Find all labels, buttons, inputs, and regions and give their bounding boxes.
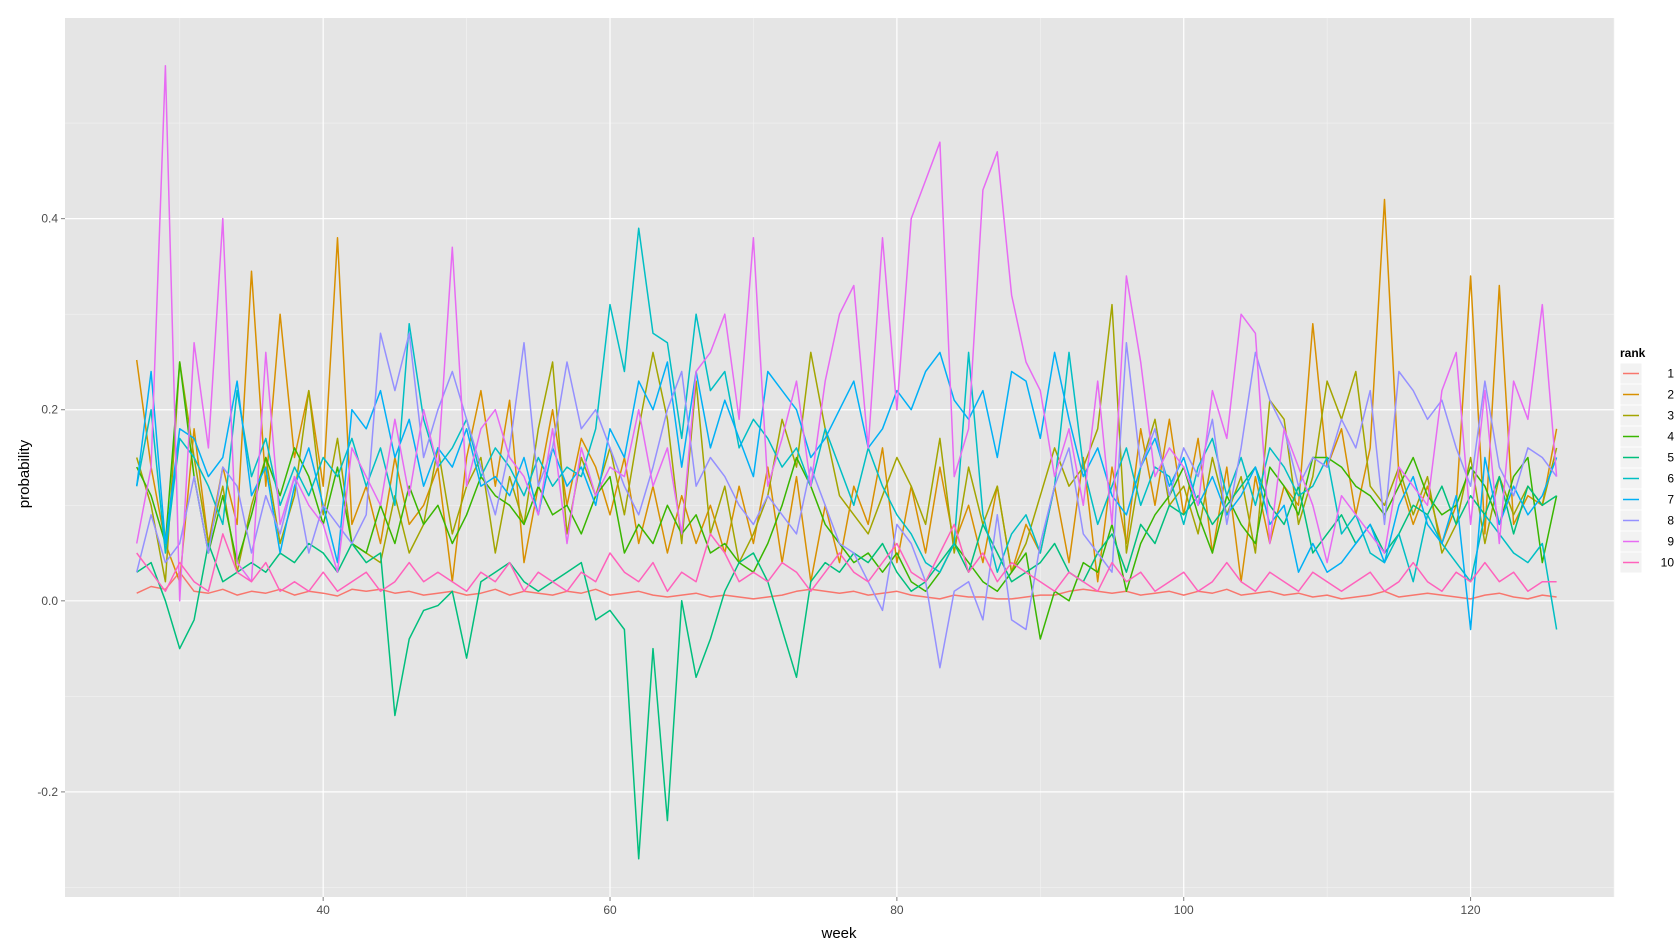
panel-background <box>65 18 1614 897</box>
y-tick-label: 0.4 <box>41 212 58 226</box>
legend-label: 7 <box>1667 493 1674 507</box>
x-tick-label: 60 <box>603 903 617 917</box>
x-tick-label: 40 <box>316 903 330 917</box>
legend-label: 2 <box>1667 388 1674 402</box>
series-line-rank-7 <box>135 351 1558 631</box>
series-line-rank-6 <box>135 227 1558 630</box>
x-axis: 40 60 80 100 120 <box>316 897 1481 917</box>
series-line-rank-9 <box>135 65 1558 602</box>
legend-title: rank <box>1620 346 1646 360</box>
y-tick-label: 0.0 <box>41 594 58 608</box>
x-tick-label: 80 <box>890 903 904 917</box>
legend-label: 1 <box>1667 367 1674 381</box>
series-line-rank-1 <box>136 571 1557 600</box>
x-tick-label: 120 <box>1461 903 1481 917</box>
legend-label: 4 <box>1667 430 1674 444</box>
series-line-rank-8 <box>135 332 1558 669</box>
series-line-rank-4 <box>136 361 1558 640</box>
legend-label: 3 <box>1667 409 1674 423</box>
x-tick-label: 100 <box>1174 903 1194 917</box>
legend-label: 6 <box>1667 472 1674 486</box>
legend-label: 5 <box>1667 451 1674 465</box>
legend-label: 8 <box>1667 514 1674 528</box>
series-line-rank-2 <box>135 198 1558 583</box>
y-axis: -0.2 0.0 0.2 0.4 <box>37 212 65 799</box>
x-axis-title: week <box>820 925 857 942</box>
y-tick-label: -0.2 <box>37 785 58 799</box>
y-axis-title: probability <box>16 439 33 508</box>
legend-label: 10 <box>1661 556 1675 570</box>
y-tick-label: 0.2 <box>41 403 58 417</box>
legend-label: 9 <box>1667 535 1674 549</box>
series-lines <box>135 65 1558 860</box>
legend: rank 1 2 3 4 5 6 7 8 9 10 <box>1619 346 1675 574</box>
series-line-rank-10 <box>136 523 1557 593</box>
